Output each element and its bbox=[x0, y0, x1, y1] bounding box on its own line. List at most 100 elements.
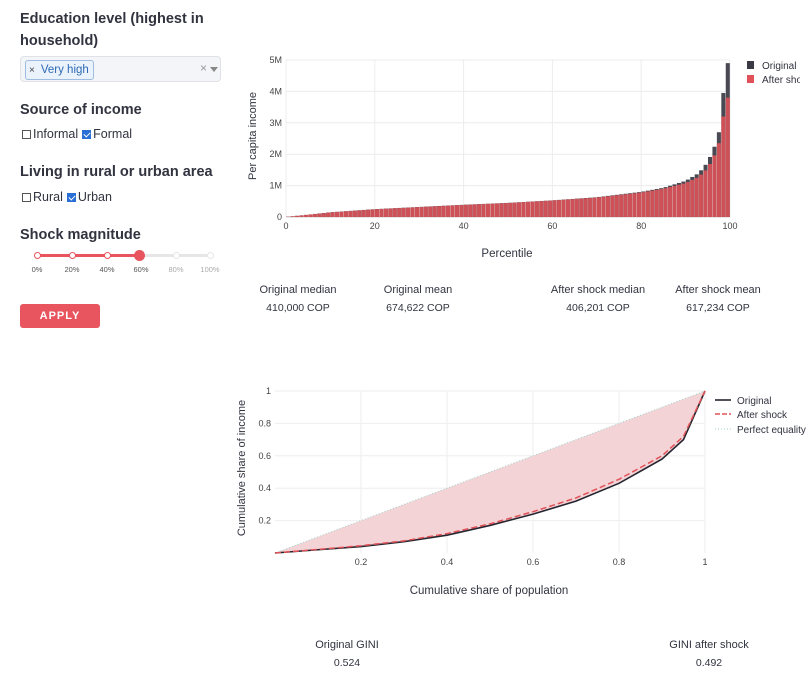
bar-after-shock-88 bbox=[676, 184, 681, 217]
bar-after-shock-17 bbox=[361, 210, 366, 217]
y-tick-1M: 1M bbox=[269, 181, 282, 191]
y-tick-0: 0 bbox=[277, 212, 282, 222]
bar-after-shock-69 bbox=[592, 197, 597, 217]
bar-after-shock-81 bbox=[645, 191, 650, 217]
after-mean-value: 617,234 COP bbox=[686, 302, 750, 314]
slider-step-20[interactable] bbox=[69, 252, 76, 259]
legend-original-swatch bbox=[747, 61, 754, 69]
bar-after-shock-62 bbox=[561, 199, 566, 217]
apply-button[interactable]: APPLY bbox=[20, 304, 100, 328]
bar-after-shock-92 bbox=[694, 177, 699, 217]
slider-tick-0: 0% bbox=[31, 265, 43, 274]
bar-after-shock-4 bbox=[303, 214, 308, 217]
bar-after-shock-85 bbox=[663, 188, 668, 217]
formal-label[interactable]: Formal bbox=[93, 127, 133, 141]
after-median-value: 406,201 COP bbox=[566, 302, 630, 314]
formal-checkbox[interactable] bbox=[82, 129, 92, 139]
income-checkbox-group: Informal Formal bbox=[22, 127, 132, 141]
bar-after-shock-48 bbox=[499, 203, 504, 217]
bar-after-shock-82 bbox=[650, 190, 655, 217]
legend-after-swatch bbox=[747, 75, 754, 83]
education-multiselect[interactable]: × Very high × bbox=[20, 56, 221, 82]
bar-after-shock-3 bbox=[299, 215, 304, 217]
bar-after-shock-9 bbox=[326, 212, 331, 217]
bar-after-shock-77 bbox=[628, 193, 633, 217]
original-median-label: Original median bbox=[259, 284, 337, 296]
clear-icon[interactable]: × bbox=[199, 61, 207, 75]
shock-slider[interactable]: 0% 20% 40% 60% 80% 100% bbox=[30, 247, 220, 277]
bar-after-shock-14 bbox=[348, 211, 353, 217]
bar-after-shock-5 bbox=[308, 214, 313, 217]
bar-after-shock-44 bbox=[481, 204, 486, 217]
after-median-label: After shock median bbox=[550, 284, 646, 296]
chevron-down-icon[interactable] bbox=[210, 67, 218, 72]
area-checkbox-group: Rural Urban bbox=[22, 190, 112, 204]
x-tick-0.6: 0.6 bbox=[527, 557, 540, 567]
slider-step-0[interactable] bbox=[34, 252, 41, 259]
y-tick-4M: 4M bbox=[269, 86, 282, 96]
bar-after-shock-59 bbox=[548, 200, 553, 217]
area-title: Living in rural or urban area bbox=[20, 164, 213, 180]
bar-after-shock-32 bbox=[428, 206, 433, 217]
bar-after-shock-42 bbox=[472, 204, 477, 217]
bar-after-shock-10 bbox=[330, 212, 335, 217]
bar-after-shock-23 bbox=[388, 208, 393, 217]
bar-after-shock-45 bbox=[486, 203, 491, 217]
bar-after-shock-29 bbox=[414, 207, 419, 217]
x-tick-20: 20 bbox=[370, 221, 380, 231]
education-title-line1: Education level (highest in bbox=[20, 11, 204, 27]
urban-label[interactable]: Urban bbox=[77, 190, 112, 204]
bar-after-shock-71 bbox=[601, 196, 606, 217]
slider-tick-100: 100% bbox=[200, 265, 220, 274]
bar-after-shock-87 bbox=[672, 185, 677, 217]
bar-after-shock-98 bbox=[721, 116, 726, 217]
bar-after-shock-94 bbox=[703, 170, 708, 217]
y-tick-5M: 5M bbox=[269, 55, 282, 65]
y-tick-3M: 3M bbox=[269, 118, 282, 128]
bar-after-shock-47 bbox=[494, 203, 499, 217]
x-tick-100: 100 bbox=[722, 221, 737, 231]
bar-after-shock-40 bbox=[463, 204, 468, 217]
urban-checkbox[interactable] bbox=[66, 192, 76, 202]
bar-after-shock-16 bbox=[357, 210, 362, 217]
original-gini-value: 0.524 bbox=[333, 657, 361, 669]
slider-thumb[interactable] bbox=[134, 250, 145, 261]
bar-after-shock-68 bbox=[588, 197, 593, 217]
income-distribution-chart: 0 20 40 60 80 100 0 1M 2M 3M 4M 5M Percentile Per … bbox=[247, 55, 800, 260]
rural-checkbox[interactable] bbox=[22, 192, 31, 202]
bar-after-shock-2 bbox=[295, 215, 300, 217]
y-tick-1: 1 bbox=[266, 386, 271, 396]
bar-after-shock-15 bbox=[352, 210, 357, 217]
x-tick-0.4: 0.4 bbox=[441, 557, 454, 567]
bar-after-shock-49 bbox=[503, 203, 508, 217]
bar-after-shock-43 bbox=[477, 204, 482, 217]
bar-after-shock-57 bbox=[539, 201, 544, 217]
slider-step-80[interactable] bbox=[173, 252, 180, 259]
slider-tick-20: 20% bbox=[64, 265, 80, 274]
after-gini-label: GINI after shock bbox=[669, 639, 749, 651]
slider-step-100[interactable] bbox=[207, 252, 214, 259]
bar-after-shock-25 bbox=[397, 208, 402, 217]
x-axis-label: Cumulative share of population bbox=[410, 585, 569, 597]
bar-after-shock-30 bbox=[419, 206, 424, 217]
education-tag[interactable]: × Very high bbox=[25, 60, 94, 80]
bar-after-shock-1 bbox=[290, 216, 295, 217]
rural-label[interactable]: Rural bbox=[33, 190, 63, 204]
bar-after-shock-53 bbox=[521, 202, 526, 217]
bar-after-shock-80 bbox=[641, 192, 646, 217]
tag-remove-icon[interactable]: × bbox=[29, 65, 35, 76]
bar-after-shock-51 bbox=[512, 202, 517, 217]
x-tick-40: 40 bbox=[459, 221, 469, 231]
bar-after-shock-72 bbox=[605, 196, 610, 217]
bar-after-shock-93 bbox=[699, 174, 704, 217]
original-mean-value: 674,622 COP bbox=[386, 302, 450, 314]
slider-tick-80: 80% bbox=[168, 265, 184, 274]
informal-label[interactable]: Informal bbox=[33, 127, 79, 141]
bar-after-shock-86 bbox=[668, 187, 673, 217]
bar-after-shock-56 bbox=[534, 201, 539, 217]
bar-after-shock-13 bbox=[343, 211, 348, 217]
bar-after-shock-11 bbox=[335, 211, 340, 217]
legend: Original After shock bbox=[747, 61, 800, 86]
informal-checkbox[interactable] bbox=[22, 129, 31, 139]
slider-step-40[interactable] bbox=[104, 252, 111, 259]
